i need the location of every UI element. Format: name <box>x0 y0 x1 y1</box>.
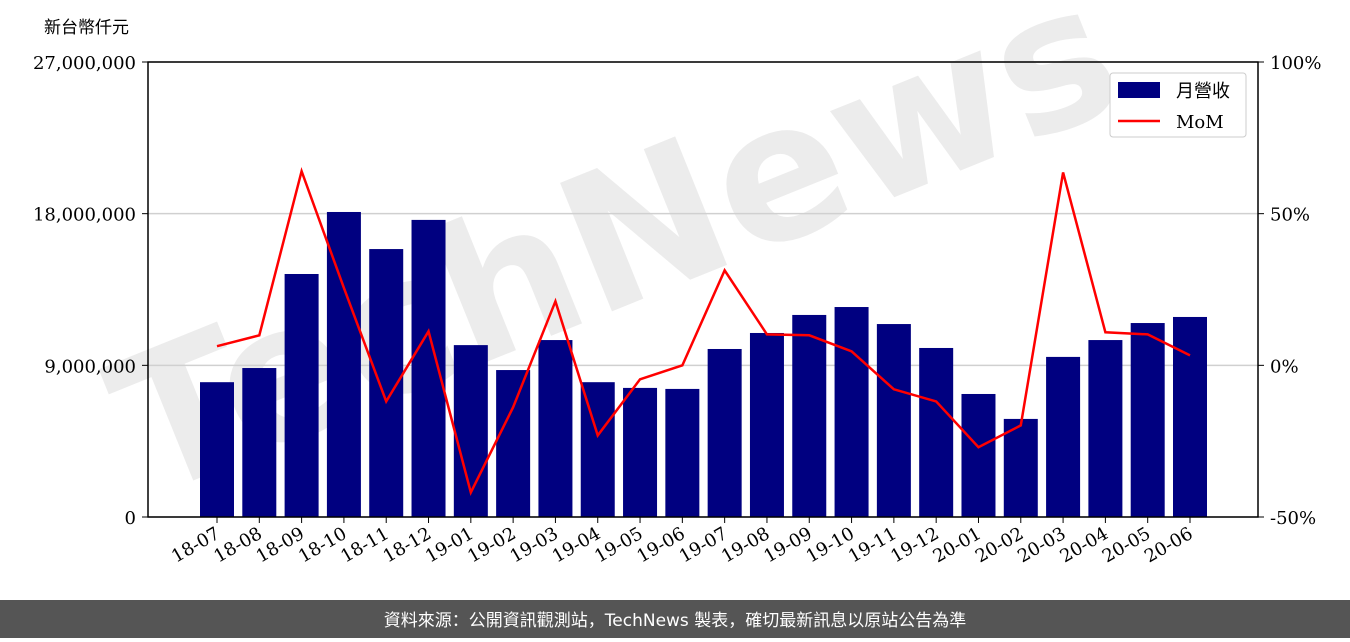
bar <box>707 348 742 517</box>
plot-frame <box>147 61 1259 518</box>
legend-swatch <box>1118 82 1160 98</box>
bar <box>876 324 911 517</box>
bar <box>1173 316 1207 517</box>
bar <box>1046 356 1081 517</box>
bar <box>580 382 615 517</box>
bar <box>834 307 869 517</box>
bar <box>538 340 573 517</box>
y-tick-label: 9,000,000 <box>44 356 136 377</box>
legend-label: MoM <box>1176 112 1224 133</box>
bar <box>1088 340 1123 517</box>
bar <box>792 314 827 517</box>
bar <box>623 387 658 517</box>
bar <box>961 393 996 517</box>
y-axis-label: 新台幣仟元 <box>44 18 129 38</box>
bar <box>284 273 319 517</box>
bar <box>496 370 531 517</box>
bar <box>919 347 954 517</box>
y-tick-label: 0 <box>125 508 136 529</box>
y2-tick-label: 100% <box>1270 53 1321 74</box>
footer-bar <box>0 600 1350 638</box>
bar <box>326 211 361 517</box>
bar <box>665 388 700 517</box>
bar <box>411 219 446 517</box>
y2-tick-label: 0% <box>1270 356 1299 377</box>
bar <box>200 382 234 517</box>
bar <box>242 368 277 517</box>
y2-tick-label: 50% <box>1270 205 1310 226</box>
legend-label: 月營收 <box>1176 81 1230 102</box>
footer-text: 資料來源：公開資訊觀測站，TechNews 製表，確切最新訊息以原站公告為準 <box>384 611 966 631</box>
bar <box>1003 418 1038 517</box>
y2-tick-label: -50% <box>1270 508 1316 529</box>
bar <box>1130 323 1165 517</box>
y-tick-label: 27,000,000 <box>33 53 136 74</box>
mom-line <box>216 166 1191 496</box>
y-tick-label: 18,000,000 <box>33 205 136 226</box>
bar <box>749 332 784 517</box>
